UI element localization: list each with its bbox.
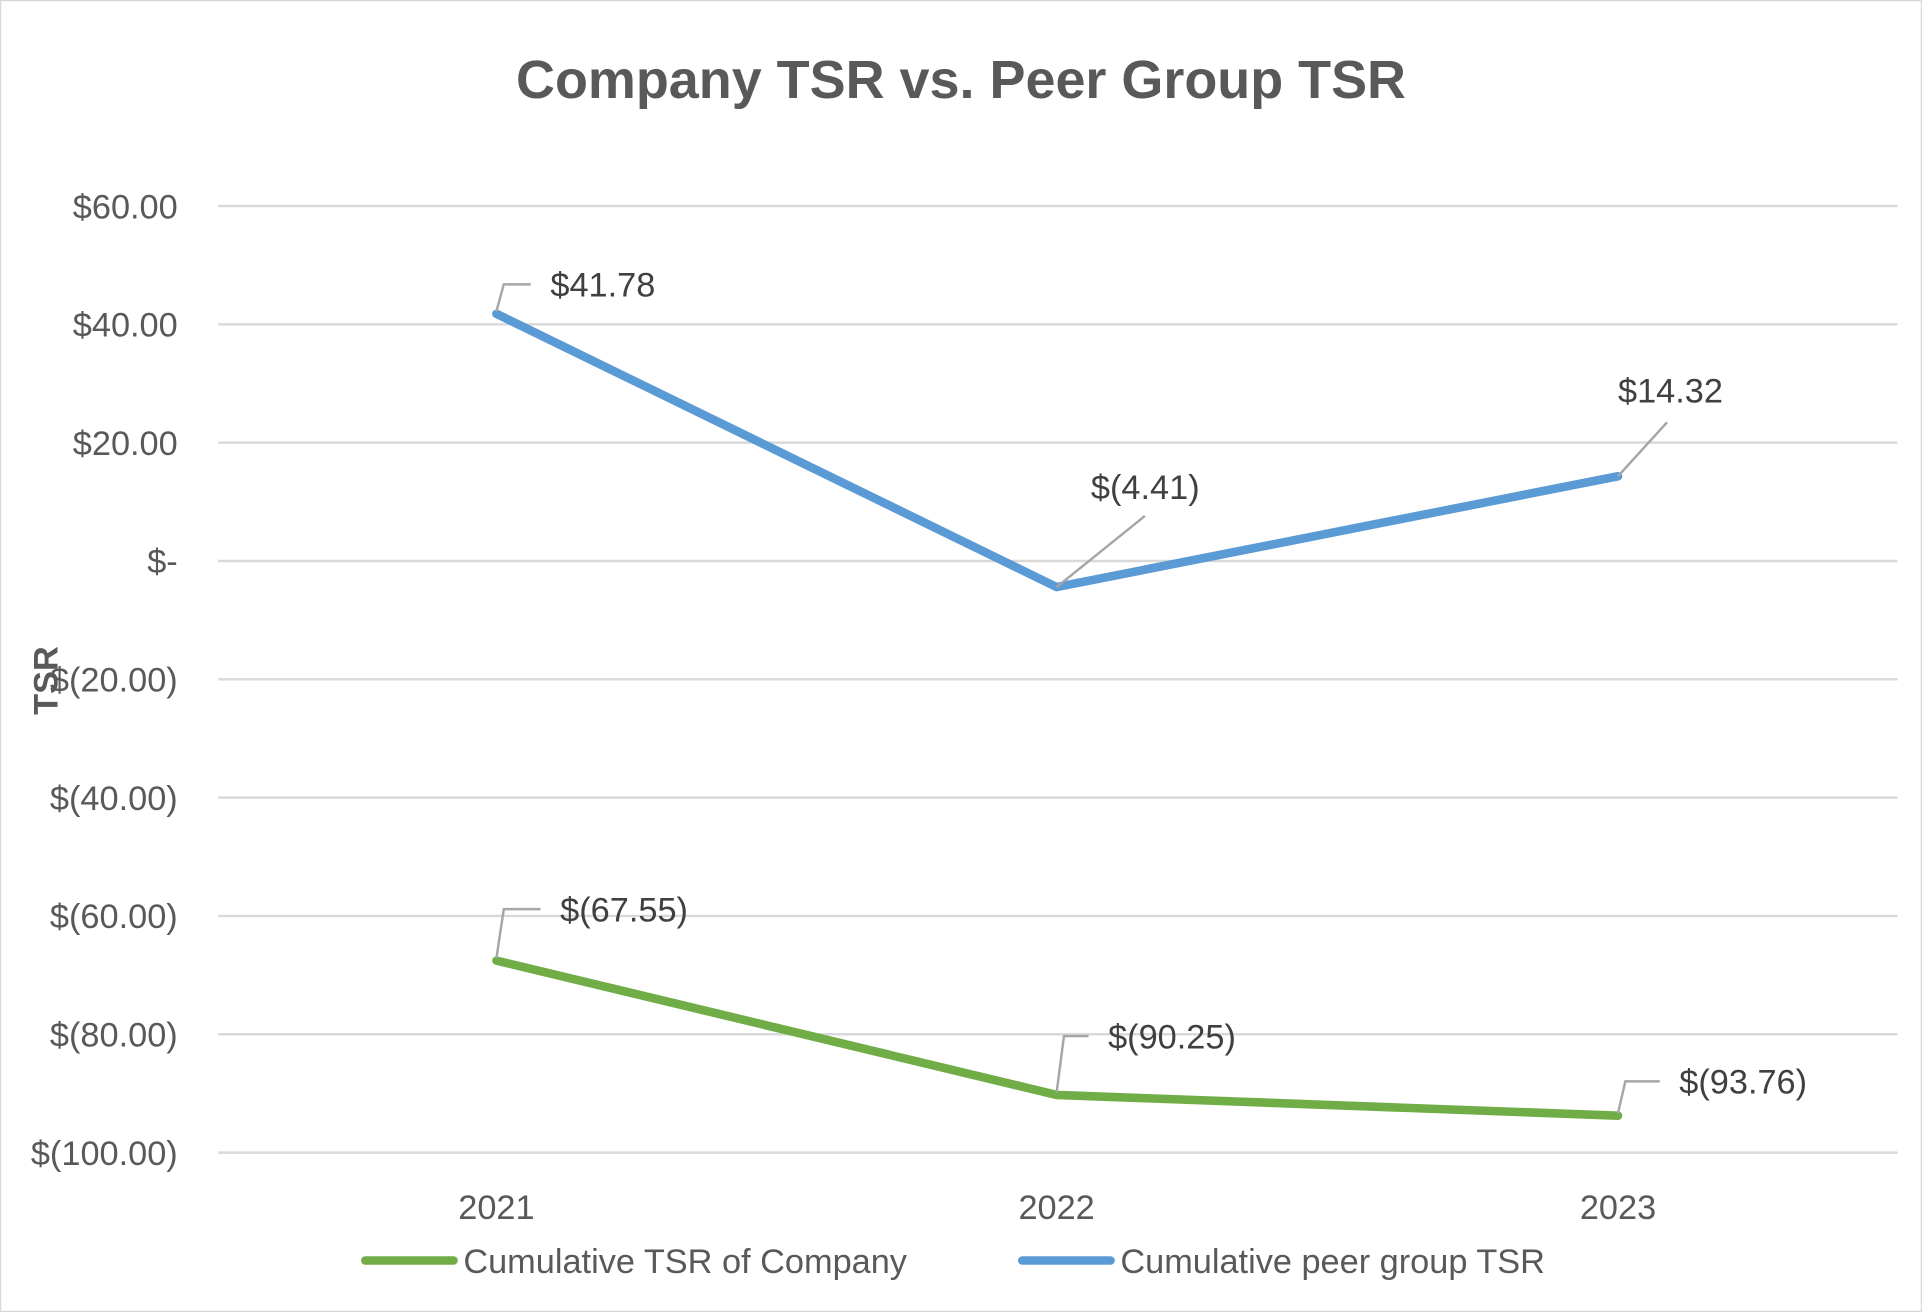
y-tick-label: $(20.00) [50, 662, 178, 700]
data-label-leader [495, 907, 541, 959]
data-label: $(93.76) [1679, 1064, 1807, 1102]
y-tick-label: $60.00 [73, 188, 178, 226]
y-tick-label: $40.00 [73, 307, 178, 345]
data-label: $41.78 [550, 267, 655, 305]
data-label-leader [1055, 514, 1146, 589]
data-label: $(67.55) [560, 891, 688, 929]
data-label: $(90.25) [1108, 1018, 1236, 1056]
data-label-leader [1617, 421, 1668, 478]
chart-title: Company TSR vs. Peer Group TSR [516, 50, 1406, 110]
y-tick-label: $(60.00) [50, 898, 178, 936]
data-label-leader [495, 283, 531, 312]
legend-label: Cumulative TSR of Company [463, 1243, 907, 1281]
data-label-leader [1055, 1034, 1089, 1093]
y-tick-label: $20.00 [73, 425, 178, 463]
y-tick-label: $(80.00) [50, 1017, 178, 1055]
series-line [492, 956, 1623, 1120]
x-tick-label: 2023 [1580, 1189, 1656, 1227]
x-tick-label: 2021 [458, 1189, 534, 1227]
y-axis-label: TSR [28, 646, 66, 715]
y-tick-label: $(100.00) [31, 1135, 178, 1173]
y-tick-label: $- [147, 543, 178, 581]
x-tick-label: 2022 [1018, 1189, 1094, 1227]
legend-label: Cumulative peer group TSR [1120, 1243, 1545, 1281]
data-label: $(4.41) [1091, 469, 1200, 507]
data-label-leader [1616, 1080, 1660, 1114]
data-label: $14.32 [1618, 373, 1723, 411]
y-tick-label: $(40.00) [50, 780, 178, 818]
